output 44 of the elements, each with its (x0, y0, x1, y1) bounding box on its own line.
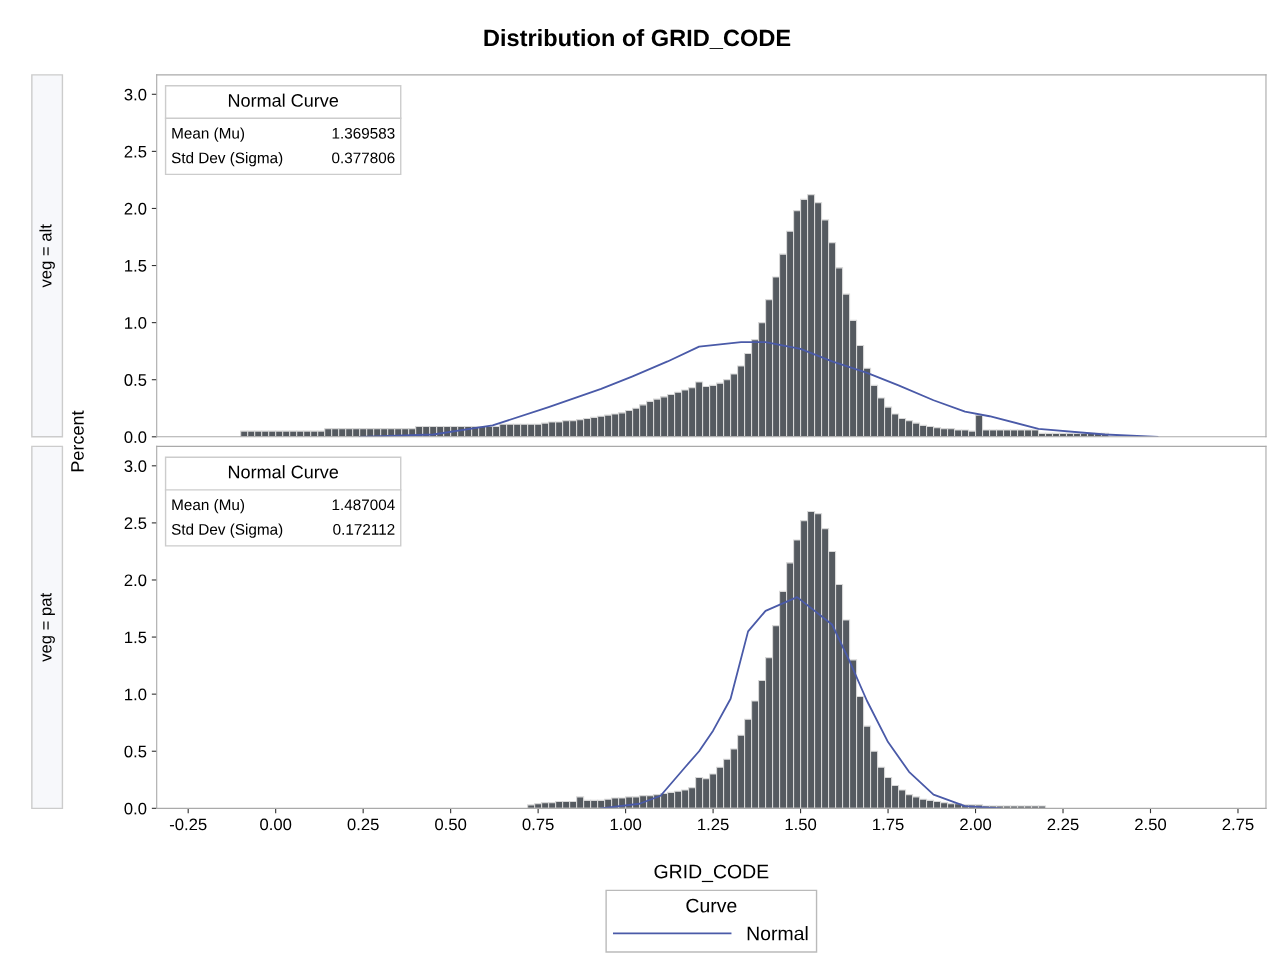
x-tick-label: 1.25 (698, 818, 729, 831)
x-tick-label: 0.75 (522, 818, 554, 831)
text: veg = pat (40, 592, 55, 662)
y-tick-label: 0.0 (124, 431, 147, 443)
x-tick-label: 0.50 (435, 818, 467, 831)
y-tick-label: 2.5 (124, 517, 147, 530)
x-tick-label: 2.75 (1222, 818, 1254, 831)
y-tick-label: 1.0 (125, 317, 147, 329)
y-tick-label: 1.5 (125, 260, 147, 272)
annotation: Mean (Mu) (172, 499, 245, 514)
x-tick-label: 0.00 (260, 818, 292, 831)
x-tick-label: 1.75 (873, 818, 904, 831)
x-tick-label: 2.00 (960, 818, 992, 831)
y-tick-label: 3.0 (124, 460, 147, 473)
annotation: Std Dev (Sigma) (171, 152, 283, 167)
x-tick-label: 2.25 (1047, 818, 1079, 831)
annotation: 1.369583 (332, 127, 395, 139)
text: veg = alt (39, 224, 55, 288)
annotation: Std Dev (Sigma) (171, 523, 283, 538)
x-axis-title: GRID_CODE (654, 864, 769, 883)
annotation: 0.377806 (332, 152, 395, 164)
x-tick-label: 2.50 (1135, 818, 1167, 831)
y-tick-label: 1.5 (125, 631, 147, 644)
y-tick-label: 0.5 (124, 745, 147, 758)
annotation: 0.172112 (333, 524, 395, 535)
x-tick-label: -0.25 (169, 818, 207, 831)
x-tick-label: 0.25 (347, 818, 379, 831)
annotation: Mean (Mu) (172, 127, 245, 142)
y-tick-label: 2.5 (124, 145, 147, 158)
y-tick-label: 2.0 (124, 574, 147, 587)
y-tick-label: 3.0 (124, 88, 147, 101)
annotation: Normal Curve (228, 93, 339, 107)
text: Normal (747, 926, 808, 941)
y-tick-label: 0.0 (124, 802, 147, 815)
x-tick-label: 1.00 (610, 818, 642, 831)
y-tick-label: 1.0 (125, 688, 147, 701)
x-tick-label: 1.50 (785, 818, 817, 831)
y-axis-title: Percent (71, 410, 84, 472)
chart-title: Distribution of GRID_CODE (484, 28, 791, 49)
legend-title: Curve (686, 898, 737, 913)
y-tick-label: 2.0 (124, 202, 147, 215)
annotation: 1.487004 (332, 499, 395, 511)
y-tick-label: 0.5 (124, 374, 147, 386)
annotation: Normal Curve (228, 465, 339, 479)
